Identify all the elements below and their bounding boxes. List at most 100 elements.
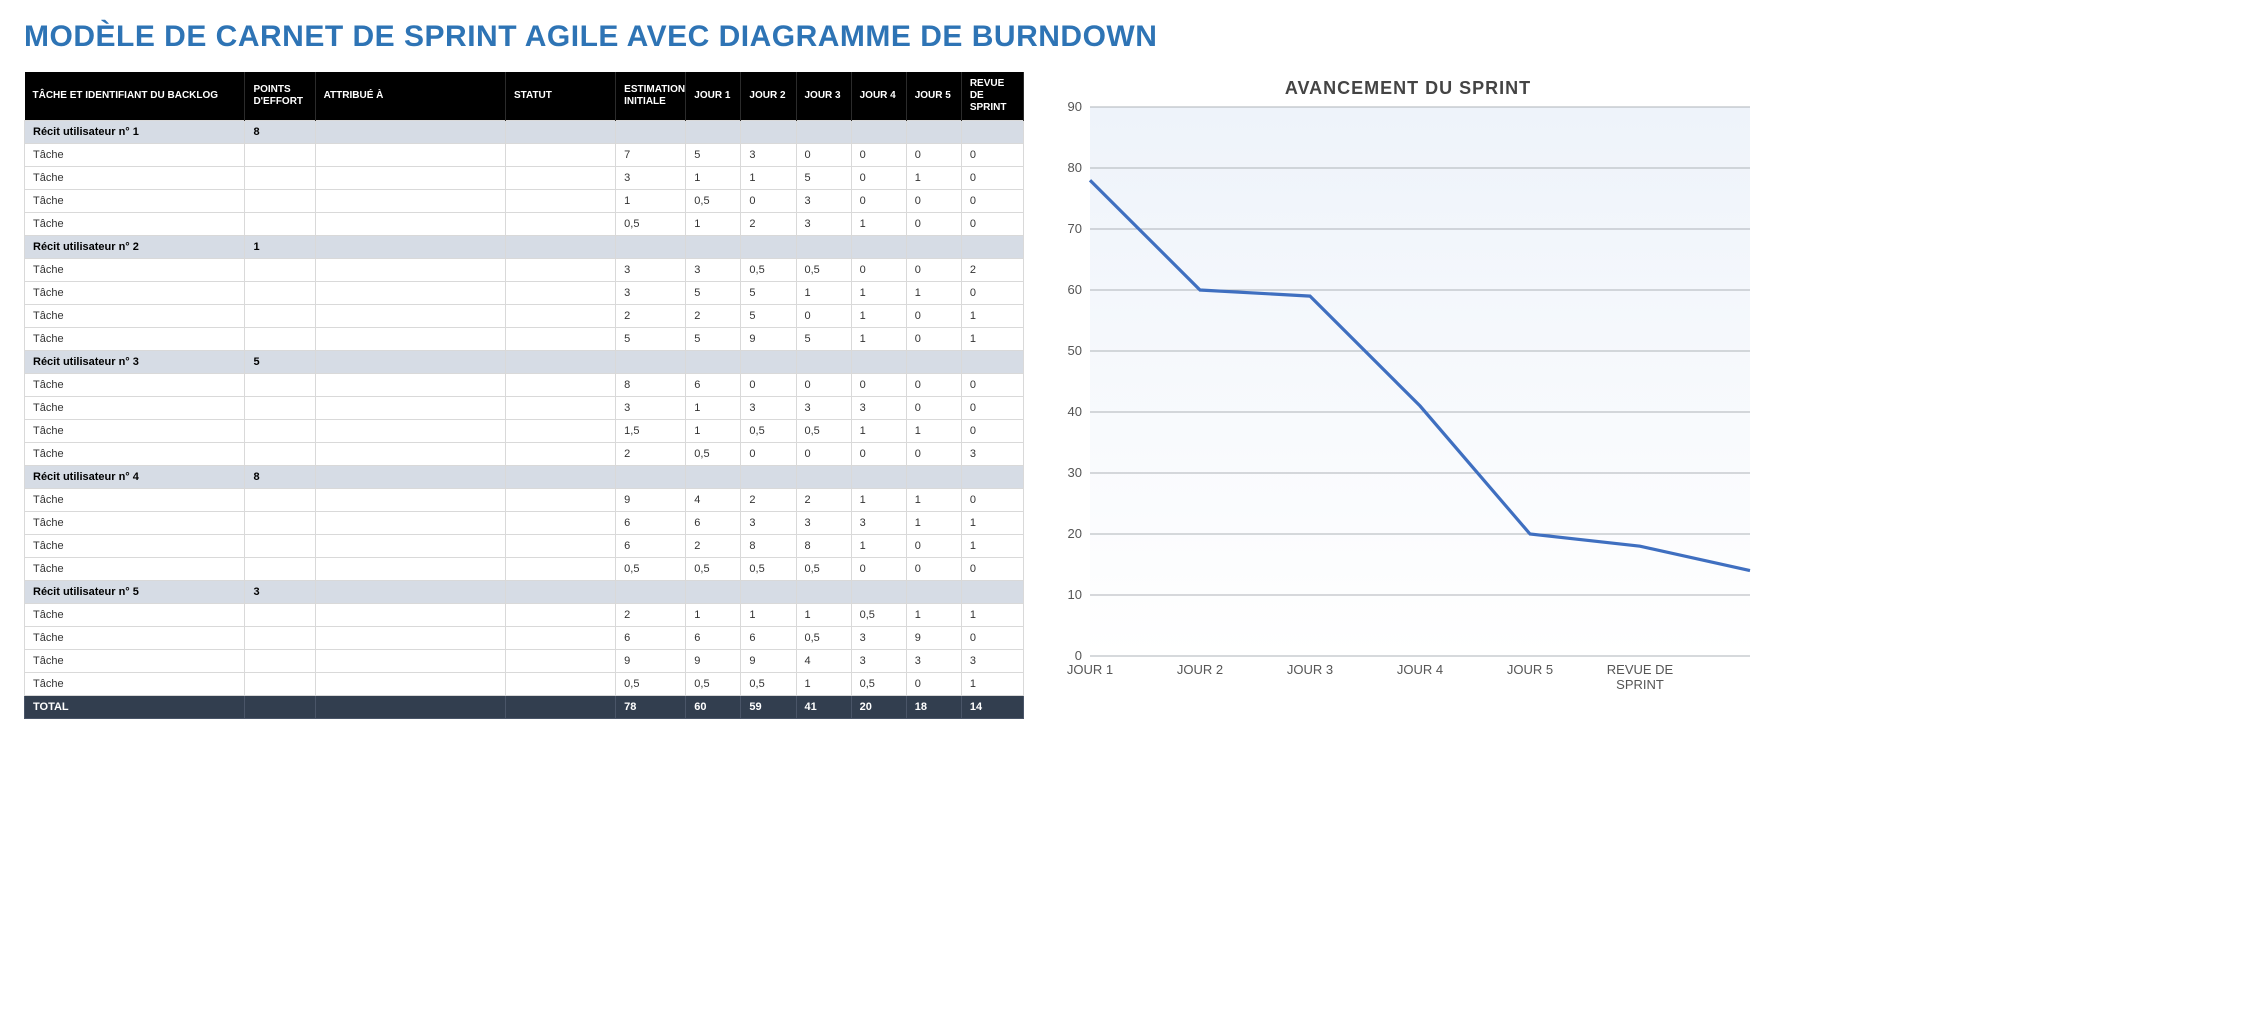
- points-cell[interactable]: [245, 167, 315, 190]
- day1-cell[interactable]: 2: [686, 535, 741, 558]
- day3-cell[interactable]: [796, 121, 851, 144]
- status-cell[interactable]: [505, 696, 615, 719]
- review-cell[interactable]: 1: [961, 535, 1023, 558]
- assigned-cell[interactable]: [315, 696, 505, 719]
- day1-cell[interactable]: 6: [686, 374, 741, 397]
- day5-cell[interactable]: 0: [906, 535, 961, 558]
- status-cell[interactable]: [505, 489, 615, 512]
- points-cell[interactable]: [245, 604, 315, 627]
- points-cell[interactable]: [245, 213, 315, 236]
- estimate-cell[interactable]: 9: [616, 489, 686, 512]
- day2-cell[interactable]: 9: [741, 650, 796, 673]
- day3-cell[interactable]: 0,5: [796, 558, 851, 581]
- task-label[interactable]: Tâche: [25, 512, 245, 535]
- status-cell[interactable]: [505, 627, 615, 650]
- review-cell[interactable]: [961, 236, 1023, 259]
- estimate-cell[interactable]: 3: [616, 282, 686, 305]
- day4-cell[interactable]: 3: [851, 650, 906, 673]
- day4-cell[interactable]: 1: [851, 213, 906, 236]
- day1-cell[interactable]: 0,5: [686, 443, 741, 466]
- day1-cell[interactable]: 0,5: [686, 190, 741, 213]
- estimate-cell[interactable]: 0,5: [616, 213, 686, 236]
- estimate-cell[interactable]: 3: [616, 397, 686, 420]
- day4-cell[interactable]: 0: [851, 558, 906, 581]
- day4-cell[interactable]: 0: [851, 190, 906, 213]
- day3-cell[interactable]: 5: [796, 167, 851, 190]
- task-label[interactable]: Tâche: [25, 282, 245, 305]
- day5-cell[interactable]: [906, 236, 961, 259]
- day1-cell[interactable]: 1: [686, 604, 741, 627]
- day5-cell[interactable]: 1: [906, 489, 961, 512]
- points-cell[interactable]: [245, 397, 315, 420]
- status-cell[interactable]: [505, 604, 615, 627]
- status-cell[interactable]: [505, 121, 615, 144]
- day4-cell[interactable]: [851, 121, 906, 144]
- status-cell[interactable]: [505, 397, 615, 420]
- assigned-cell[interactable]: [315, 259, 505, 282]
- day5-cell[interactable]: 1: [906, 420, 961, 443]
- day3-cell[interactable]: 2: [796, 489, 851, 512]
- review-cell[interactable]: 0: [961, 627, 1023, 650]
- task-label[interactable]: Tâche: [25, 397, 245, 420]
- day3-cell[interactable]: 0: [796, 443, 851, 466]
- day1-cell[interactable]: 5: [686, 144, 741, 167]
- task-label[interactable]: Tâche: [25, 190, 245, 213]
- review-cell[interactable]: 0: [961, 190, 1023, 213]
- review-cell[interactable]: 3: [961, 650, 1023, 673]
- day3-cell[interactable]: 3: [796, 190, 851, 213]
- assigned-cell[interactable]: [315, 213, 505, 236]
- day5-cell[interactable]: 3: [906, 650, 961, 673]
- review-cell[interactable]: 2: [961, 259, 1023, 282]
- estimate-cell[interactable]: 0,5: [616, 558, 686, 581]
- day3-cell[interactable]: 8: [796, 535, 851, 558]
- day4-cell[interactable]: 1: [851, 305, 906, 328]
- day1-cell[interactable]: 9: [686, 650, 741, 673]
- review-cell[interactable]: 0: [961, 144, 1023, 167]
- points-cell[interactable]: [245, 673, 315, 696]
- day3-cell[interactable]: 3: [796, 213, 851, 236]
- day1-cell[interactable]: 6: [686, 627, 741, 650]
- review-cell[interactable]: [961, 581, 1023, 604]
- estimate-cell[interactable]: 6: [616, 512, 686, 535]
- status-cell[interactable]: [505, 282, 615, 305]
- day3-cell[interactable]: 1: [796, 673, 851, 696]
- day2-cell[interactable]: 1: [741, 604, 796, 627]
- estimate-cell[interactable]: 1: [616, 190, 686, 213]
- col-status[interactable]: STATUT: [505, 72, 615, 121]
- day2-cell[interactable]: [741, 236, 796, 259]
- status-cell[interactable]: [505, 558, 615, 581]
- day1-cell[interactable]: 3: [686, 259, 741, 282]
- day2-cell[interactable]: [741, 466, 796, 489]
- total-label[interactable]: TOTAL: [25, 696, 245, 719]
- day2-cell[interactable]: 3: [741, 512, 796, 535]
- points-cell[interactable]: [245, 443, 315, 466]
- status-cell[interactable]: [505, 236, 615, 259]
- day5-cell[interactable]: 0: [906, 190, 961, 213]
- task-label[interactable]: Tâche: [25, 144, 245, 167]
- assigned-cell[interactable]: [315, 282, 505, 305]
- day3-cell[interactable]: 0: [796, 144, 851, 167]
- assigned-cell[interactable]: [315, 351, 505, 374]
- review-cell[interactable]: 1: [961, 305, 1023, 328]
- estimate-cell[interactable]: [616, 466, 686, 489]
- points-cell[interactable]: [245, 696, 315, 719]
- status-cell[interactable]: [505, 650, 615, 673]
- estimate-cell[interactable]: [616, 581, 686, 604]
- day4-cell[interactable]: 1: [851, 282, 906, 305]
- review-cell[interactable]: 1: [961, 673, 1023, 696]
- assigned-cell[interactable]: [315, 374, 505, 397]
- task-label[interactable]: Tâche: [25, 650, 245, 673]
- day4-cell[interactable]: 1: [851, 328, 906, 351]
- day1-cell[interactable]: [686, 351, 741, 374]
- day1-cell[interactable]: 60: [686, 696, 741, 719]
- day2-cell[interactable]: 3: [741, 144, 796, 167]
- day5-cell[interactable]: [906, 121, 961, 144]
- estimate-cell[interactable]: 0,5: [616, 673, 686, 696]
- estimate-cell[interactable]: 3: [616, 167, 686, 190]
- day3-cell[interactable]: [796, 351, 851, 374]
- review-cell[interactable]: [961, 121, 1023, 144]
- review-cell[interactable]: 0: [961, 397, 1023, 420]
- task-label[interactable]: Tâche: [25, 558, 245, 581]
- review-cell[interactable]: 0: [961, 374, 1023, 397]
- review-cell[interactable]: [961, 351, 1023, 374]
